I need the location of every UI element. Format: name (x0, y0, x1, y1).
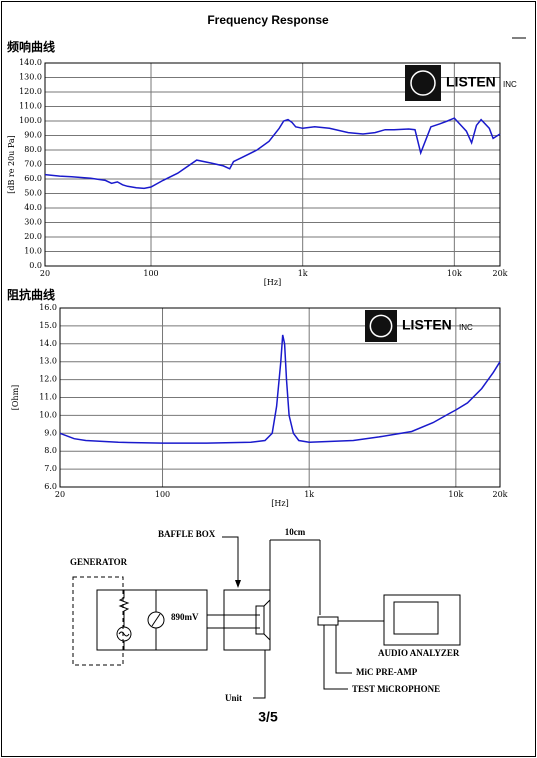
mic-label: TEST MiCROPHONE (352, 684, 440, 694)
distance-label: 10cm (285, 527, 306, 537)
page-number: 3/5 (258, 709, 278, 725)
analyzer-label: AUDIO ANALYZER (378, 648, 460, 658)
logo-suffix: INC (459, 323, 473, 332)
logo-text: LISTEN (402, 317, 452, 333)
y-tick-label: 140.0 (19, 58, 42, 67)
y-tick-label: 130.0 (19, 73, 42, 82)
leader (253, 650, 266, 699)
logo-face (410, 70, 436, 96)
y-tick-label: 13.0 (39, 357, 57, 366)
setup-diagram: 890mV BAFFLE BOX GENERATOR 10cm Unit TES… (70, 527, 461, 703)
y-tick-label: 14.0 (39, 339, 57, 348)
y-tick-label: 20.0 (24, 232, 42, 241)
y-tick-label: 70.0 (24, 160, 42, 169)
leader (222, 536, 239, 583)
data-line (44, 117, 501, 190)
x-axis-label: [Hz] (271, 499, 288, 508)
y-tick-label: 10.0 (39, 410, 57, 419)
x-tick-label: 10k (447, 269, 462, 278)
y-tick-label: 7.0 (44, 464, 57, 473)
y-tick-label: 16.0 (39, 303, 57, 312)
y-tick-label: 50.0 (24, 189, 42, 198)
y-tick-label: 10.0 (24, 247, 42, 256)
chart-title: 阻抗曲线 (7, 287, 55, 302)
analyzer-screen (393, 601, 439, 635)
baffle-label: BAFFLE BOX (158, 529, 216, 539)
logo-text: LISTEN (446, 74, 496, 90)
x-axis-label: [Hz] (264, 278, 281, 287)
generator-box (72, 576, 124, 666)
y-tick-label: 15.0 (39, 321, 57, 330)
y-tick-label: 90.0 (24, 131, 42, 140)
y-tick-label: 100.0 (19, 116, 42, 125)
y-tick-label: 12.0 (39, 375, 57, 384)
y-axis-label: [Ohm] (11, 385, 20, 411)
needle (151, 613, 161, 627)
leader (323, 625, 348, 690)
x-tick-label: 10k (448, 490, 463, 499)
y-tick-label: 6.0 (44, 482, 57, 491)
x-tick-label: 1k (298, 269, 308, 278)
page-title: Frequency Response (207, 13, 329, 27)
y-tick-label: 40.0 (24, 203, 42, 212)
y-tick-label: 9.0 (44, 428, 57, 437)
x-tick-label: 20 (40, 269, 50, 278)
analyzer (383, 594, 461, 646)
y-tick-label: 0.0 (29, 261, 42, 270)
speaker (255, 605, 265, 635)
plot-frame (44, 62, 501, 267)
logo-suffix: INC (503, 80, 517, 89)
x-tick-label: 1k (304, 490, 314, 499)
y-axis-label: [dB re 20u Pa] (7, 135, 16, 194)
y-tick-label: 8.0 (44, 446, 57, 455)
data-line (59, 334, 501, 444)
y-tick-label: 11.0 (39, 393, 57, 402)
x-tick-label: 100 (143, 269, 158, 278)
circuit (96, 589, 208, 651)
arrow (235, 580, 241, 588)
generator-label: GENERATOR (70, 557, 128, 567)
chart-title: 频响曲线 (7, 39, 55, 54)
x-tick-label: 20 (55, 490, 65, 499)
y-tick-label: 120.0 (19, 87, 42, 96)
x-tick-label: 100 (155, 490, 170, 499)
y-tick-label: 60.0 (24, 174, 42, 183)
resistor (118, 590, 130, 617)
y-tick-label: 80.0 (24, 145, 42, 154)
logo-face (369, 314, 393, 338)
x-tick-label: 20k (492, 269, 507, 278)
source-wave (118, 631, 130, 637)
y-tick-label: 30.0 (24, 218, 42, 227)
unit-label: Unit (225, 693, 242, 703)
leader (335, 625, 352, 674)
y-tick-label: 110.0 (19, 102, 42, 111)
plot-frame (59, 307, 501, 488)
voltmeter (147, 611, 165, 629)
x-tick-label: 20k (492, 490, 507, 499)
preamp-label: MiC PRE-AMP (356, 667, 418, 677)
voltage-label: 890mV (171, 612, 199, 622)
speaker-cone (263, 598, 271, 642)
